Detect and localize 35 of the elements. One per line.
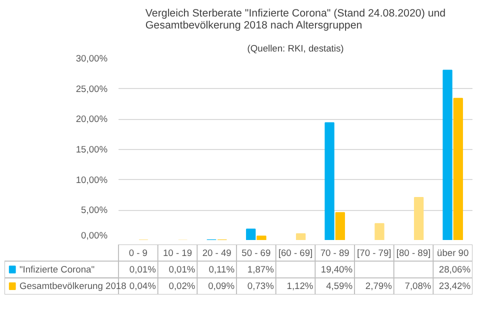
data-label: 19,40% <box>320 264 353 274</box>
data-label: 1,12% <box>286 281 314 292</box>
x-tick-label: [70 - 79] <box>357 248 392 258</box>
data-label: 1,87% <box>247 264 274 274</box>
data-label: 0,11% <box>208 264 235 274</box>
data-label: 0,04% <box>129 281 156 292</box>
legend-label: "Infizierte Corona" <box>19 264 95 274</box>
y-tick-label: 25,00% <box>76 84 108 94</box>
data-label: 4,59% <box>326 281 353 292</box>
data-label: 0,09% <box>208 281 235 292</box>
y-tick-label: 30,00% <box>76 54 108 64</box>
x-tick-label: [60 - 69] <box>278 248 313 258</box>
data-label: 2,79% <box>365 281 392 292</box>
y-tick-label: 15,00% <box>76 144 108 154</box>
x-tick-label: 70 - 89 <box>320 248 350 258</box>
y-tick-label: 0,00% <box>81 230 108 240</box>
x-tick-label: 20 - 49 <box>202 248 232 258</box>
data-label: 7,08% <box>404 281 432 292</box>
data-label: 0,01% <box>168 264 196 274</box>
x-tick-label: über 90 <box>437 248 469 258</box>
chart-subtitle: (Quellen: RKI, destatis) <box>247 44 344 54</box>
data-label: 28,06% <box>438 264 471 274</box>
chart-title: Vergleich Sterberate "Infizierte Corona" (Stand 24.08.2020) und Gesamtbevölkerung 2018 nach Altersgruppen <box>145 8 446 32</box>
x-tick-label: 50 - 69 <box>242 248 271 258</box>
data-label: 23,42% <box>438 281 471 292</box>
legend-label: Gesamtbevölkerung 2018 <box>19 281 126 292</box>
y-tick-label: 5,00% <box>81 205 108 216</box>
data-label: 0,01% <box>129 264 156 274</box>
y-tick-label: 20,00% <box>76 114 108 124</box>
x-tick-label: 0 - 9 <box>128 248 148 258</box>
data-label: 0,73% <box>247 281 274 292</box>
x-tick-label: [80 - 89] <box>396 248 431 258</box>
data-label: 0,02% <box>168 281 196 292</box>
y-tick-label: 10,00% <box>76 174 108 185</box>
x-tick-label: 10 - 19 <box>162 248 192 258</box>
